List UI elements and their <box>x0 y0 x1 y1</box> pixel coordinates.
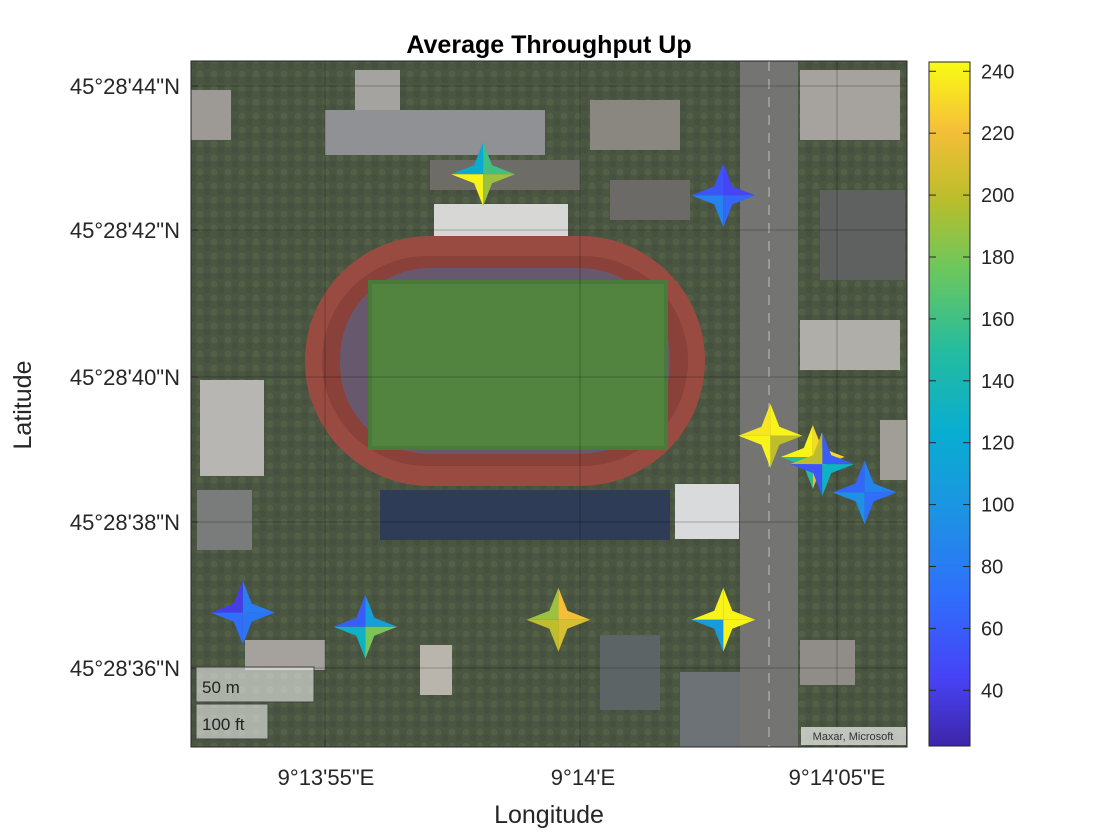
colorbar-tick-label: 240 <box>981 61 1014 83</box>
colorbar-tick-label: 100 <box>981 495 1014 517</box>
colorbar-tick-label: 200 <box>981 185 1014 207</box>
y-tick-label: 45°28'38"N <box>70 510 180 535</box>
y-tick-label: 45°28'44"N <box>70 74 180 99</box>
colorbar-tick-label: 60 <box>981 618 1003 640</box>
y-tick-label: 45°28'42"N <box>70 218 180 243</box>
x-axis-label: Longitude <box>494 801 604 829</box>
colorbar-tick-label: 160 <box>981 309 1014 331</box>
map-attribution: Maxar, Microsoft <box>813 731 894 743</box>
x-tick-label: 9°13'55"E <box>278 765 375 790</box>
y-tick-label: 45°28'40"N <box>70 365 180 390</box>
colorbar-tick-label: 80 <box>981 556 1003 578</box>
scale-bar-metric-label: 50 m <box>202 678 240 697</box>
satellite-basemap <box>191 61 907 747</box>
colorbar-tick-label: 140 <box>981 371 1014 393</box>
colorbar-tick-label: 180 <box>981 247 1014 269</box>
colorbar-tick-label: 40 <box>981 680 1003 702</box>
colorbar-tick-label: 220 <box>981 123 1014 145</box>
chart-title: Average Throughput Up <box>406 31 691 59</box>
x-tick-label: 9°14'05"E <box>789 765 886 790</box>
y-axis-label: Latitude <box>9 361 37 450</box>
colorbar-tick-label: 120 <box>981 433 1014 455</box>
scale-bar-imperial-label: 100 ft <box>202 715 245 734</box>
y-tick-label: 45°28'36"N <box>70 656 180 681</box>
colorbar <box>929 62 970 746</box>
x-tick-label: 9°14'E <box>551 765 615 790</box>
